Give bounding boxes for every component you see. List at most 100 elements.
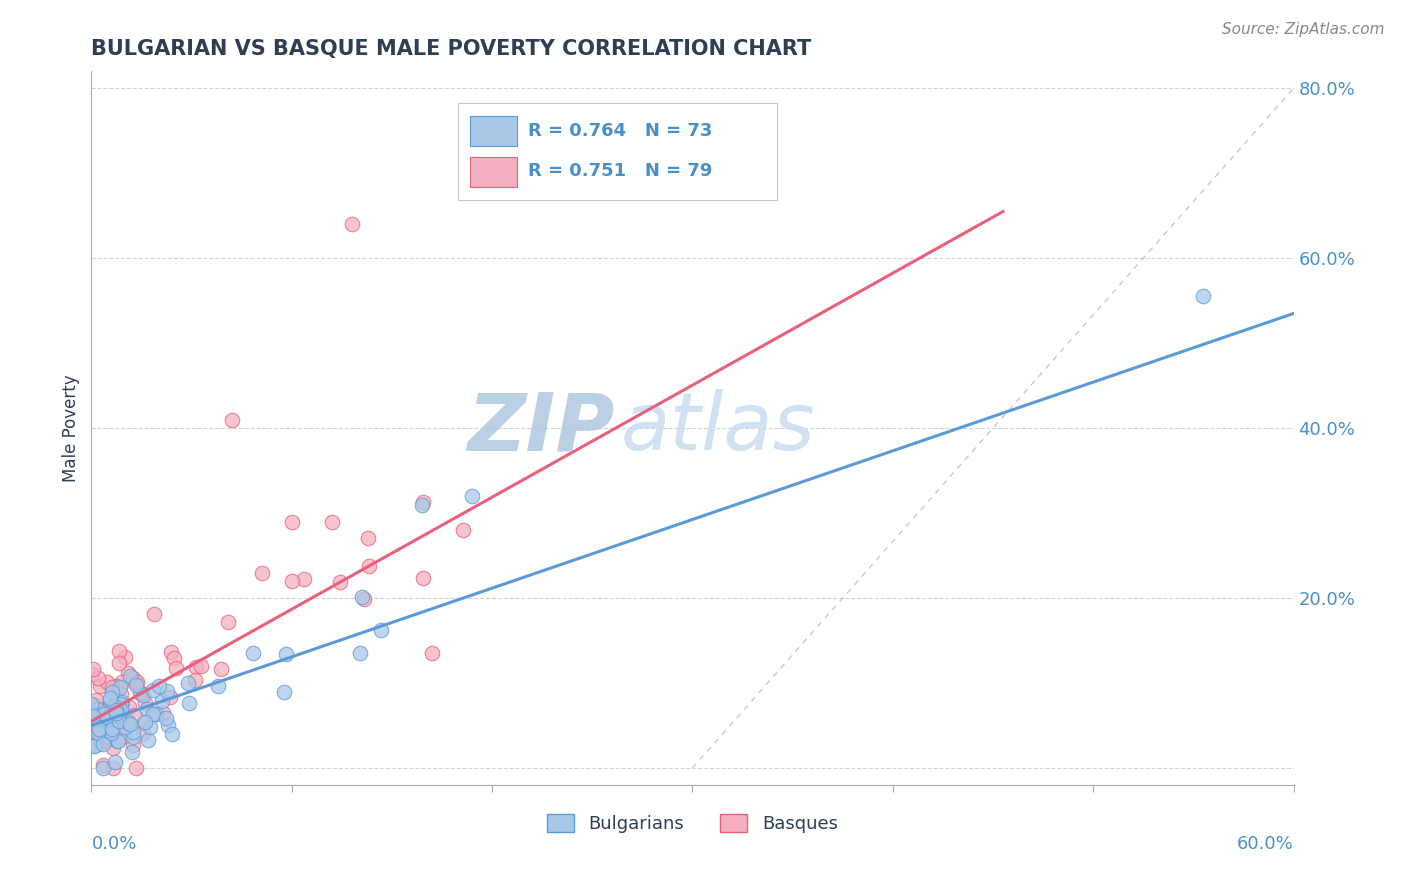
Point [94, 734, 117, 748]
Point [184, 673, 207, 688]
Point [83, 714, 105, 729]
Point [142, 706, 165, 721]
Point [451, 523, 474, 537]
Point [321, 515, 343, 529]
Point [104, 706, 127, 720]
Point [108, 698, 131, 712]
Point [134, 696, 156, 710]
Point [104, 679, 127, 693]
Point [353, 591, 375, 606]
Point [111, 695, 134, 709]
Point [110, 687, 132, 701]
Text: BULGARIAN VS BASQUE MALE POVERTY CORRELATION CHART: BULGARIAN VS BASQUE MALE POVERTY CORRELA… [91, 38, 811, 59]
Point [211, 662, 233, 676]
Point [87, 721, 110, 735]
Point [157, 717, 180, 731]
Point [122, 724, 145, 739]
Point [91, 758, 114, 772]
Point [96, 723, 118, 737]
Point [118, 699, 141, 714]
Text: R = 0.751   N = 79: R = 0.751 N = 79 [527, 162, 711, 180]
Point [281, 515, 304, 529]
Point [107, 656, 129, 670]
Point [89, 723, 111, 737]
Point [412, 495, 434, 509]
Point [121, 745, 143, 759]
Point [105, 734, 128, 748]
Point [412, 571, 434, 585]
Point [125, 678, 148, 692]
Point [329, 574, 352, 589]
Point [98, 691, 121, 706]
Point [82, 662, 104, 676]
Point [1192, 289, 1215, 303]
Point [84, 714, 107, 729]
Point [155, 711, 177, 725]
Point [101, 684, 124, 698]
Point [101, 761, 124, 775]
Point [83, 710, 105, 724]
Point [134, 714, 156, 729]
FancyBboxPatch shape [458, 103, 776, 200]
Text: Source: ZipAtlas.com: Source: ZipAtlas.com [1222, 22, 1385, 37]
Point [86, 722, 108, 736]
Point [105, 723, 128, 737]
Point [84, 738, 107, 752]
Point [121, 738, 143, 752]
Point [87, 707, 110, 722]
Point [82, 708, 104, 723]
Point [125, 761, 148, 775]
Point [120, 669, 142, 683]
Point [152, 706, 174, 721]
Point [86, 692, 108, 706]
Point [82, 706, 104, 721]
Point [411, 498, 433, 512]
Text: ZIP: ZIP [467, 389, 614, 467]
Point [142, 683, 165, 698]
Point [89, 729, 111, 743]
Point [89, 679, 111, 693]
Point [125, 676, 148, 690]
Point [461, 489, 484, 503]
Point [340, 217, 363, 231]
Point [97, 702, 120, 716]
Point [159, 645, 181, 659]
Point [100, 680, 122, 694]
Text: 0.0%: 0.0% [91, 835, 136, 853]
Point [100, 722, 122, 736]
Point [136, 732, 159, 747]
Point [145, 706, 167, 721]
FancyBboxPatch shape [470, 157, 517, 187]
Point [250, 566, 273, 580]
Point [83, 698, 105, 712]
Point [177, 696, 200, 710]
Text: 60.0%: 60.0% [1237, 835, 1294, 853]
Point [276, 647, 298, 661]
Point [80, 724, 103, 739]
Point [359, 559, 381, 574]
Point [150, 693, 173, 707]
Point [90, 710, 112, 724]
Point [131, 716, 153, 731]
Legend: Bulgarians, Basques: Bulgarians, Basques [540, 806, 845, 840]
Point [242, 646, 264, 660]
Point [108, 644, 131, 658]
Point [100, 725, 122, 739]
Point [121, 671, 143, 685]
Point [370, 623, 392, 637]
Point [104, 755, 127, 769]
Point [96, 704, 118, 718]
Point [90, 735, 112, 749]
Point [114, 650, 136, 665]
Point [273, 684, 295, 698]
Point [160, 727, 183, 741]
Point [217, 615, 239, 630]
Point [420, 646, 443, 660]
Point [207, 679, 229, 693]
Point [82, 707, 104, 722]
Point [117, 666, 139, 681]
Point [105, 703, 128, 717]
Point [148, 679, 170, 693]
Point [112, 729, 135, 743]
Point [82, 701, 104, 715]
